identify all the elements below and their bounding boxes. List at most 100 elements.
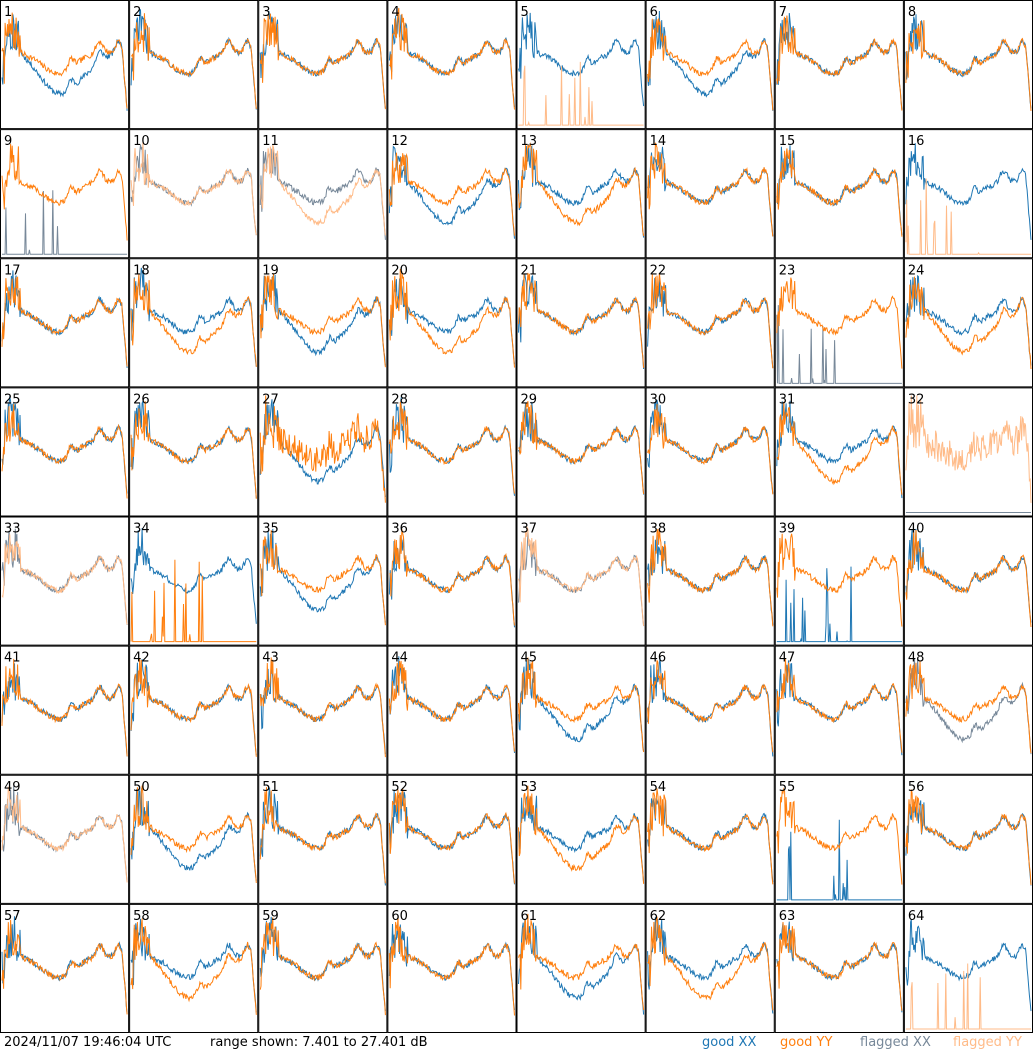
tile-frame (387, 129, 517, 259)
tile-frame (0, 903, 130, 1033)
tile-label: 26 (133, 392, 150, 407)
tile-45: 45 (516, 645, 646, 775)
tile-31: 31 (774, 387, 904, 517)
tile-frame (516, 903, 646, 1033)
tile-frame (387, 645, 517, 775)
tile-frame (774, 516, 904, 646)
tile-frame (258, 129, 388, 259)
tile-frame (903, 516, 1033, 646)
tile-label: 4 (391, 5, 399, 20)
tile-frame (258, 0, 388, 130)
series-yy-line (1, 786, 128, 883)
tile-2: 2 (129, 0, 259, 130)
tile-30: 30 (645, 387, 775, 517)
tile-label: 57 (4, 909, 21, 924)
tile-frame (258, 645, 388, 775)
series-xx-line (2, 190, 128, 255)
tile-frame (258, 903, 388, 1033)
tile-label: 54 (650, 780, 667, 795)
tile-frame (0, 774, 130, 904)
series-yy-line (518, 401, 645, 495)
series-yy-line (259, 917, 386, 1016)
series-yy-line (776, 659, 903, 753)
tile-frame (516, 387, 646, 517)
tile-label: 64 (908, 909, 925, 924)
series-yy-line (1, 403, 128, 499)
tile-label: 15 (779, 134, 796, 149)
series-yy-line (259, 273, 386, 368)
series-yy-line (905, 963, 1031, 1030)
tile-frame (516, 516, 646, 646)
tile-label: 61 (521, 909, 538, 924)
tile-label: 47 (779, 651, 796, 666)
tile-frame (645, 645, 775, 775)
tile-29: 29 (516, 387, 646, 517)
series-yy-line (130, 401, 257, 499)
tile-label: 16 (908, 134, 925, 149)
tile-frame (516, 774, 646, 904)
tile-label: 19 (262, 263, 279, 278)
tile-15: 15 (774, 129, 904, 259)
tile-label: 32 (908, 392, 925, 407)
tile-frame (903, 774, 1033, 904)
series-xx-line (259, 528, 386, 623)
tile-label: 37 (521, 522, 538, 537)
series-yy-line (905, 20, 1032, 112)
tile-label: 48 (908, 651, 925, 666)
tile-label: 22 (650, 263, 667, 278)
series-xx-line (776, 566, 902, 643)
series-xx-line (647, 534, 774, 625)
tile-40: 40 (903, 516, 1033, 646)
tile-63: 63 (774, 903, 904, 1033)
tile-27: 27 (258, 387, 388, 517)
tile-28: 28 (387, 387, 517, 517)
series-xx-line (388, 278, 515, 365)
tile-frame (0, 0, 130, 130)
tile-label: 3 (262, 5, 270, 20)
tile-20: 20 (387, 258, 517, 388)
series-yy-line (776, 148, 903, 237)
series-yy-line (130, 274, 257, 367)
tile-frame (645, 516, 775, 646)
tile-label: 5 (521, 5, 529, 20)
series-yy-line (130, 657, 257, 757)
tile-22: 22 (645, 258, 775, 388)
tile-label: 24 (908, 263, 925, 278)
series-yy-line (130, 13, 257, 109)
series-yy-line (388, 788, 515, 884)
tile-frame (903, 258, 1033, 388)
tile-46: 46 (645, 645, 775, 775)
tile-frame (129, 387, 259, 517)
tile-56: 56 (903, 774, 1033, 904)
series-yy-line (518, 525, 645, 626)
series-yy-line (259, 530, 386, 626)
tile-frame (903, 645, 1033, 775)
tile-label: 45 (521, 651, 538, 666)
tile-64: 64 (903, 903, 1033, 1033)
series-yy-line (776, 533, 903, 627)
tile-label: 30 (650, 392, 667, 407)
tile-label: 31 (779, 392, 796, 407)
tile-12: 12 (387, 129, 517, 259)
tile-frame (129, 129, 259, 259)
tile-23: 23 (774, 258, 904, 388)
tile-frame (774, 258, 904, 388)
series-yy-line (905, 276, 1032, 370)
series-yy-line (388, 7, 515, 110)
tile-frame (387, 0, 517, 130)
tile-frame (258, 258, 388, 388)
tile-8: 8 (903, 0, 1033, 130)
series-yy-line (518, 785, 645, 884)
tile-3: 3 (258, 0, 388, 130)
tile-50: 50 (129, 774, 259, 904)
tile-55: 55 (774, 774, 904, 904)
series-yy-line (518, 272, 645, 368)
series-xx-line (518, 658, 645, 752)
tile-58: 58 (129, 903, 259, 1033)
tile-label: 60 (391, 909, 408, 924)
tile-frame (774, 387, 904, 517)
tile-label: 12 (391, 134, 408, 149)
tile-frame (258, 774, 388, 904)
tile-6: 6 (645, 0, 775, 130)
series-yy-line (905, 529, 1032, 628)
